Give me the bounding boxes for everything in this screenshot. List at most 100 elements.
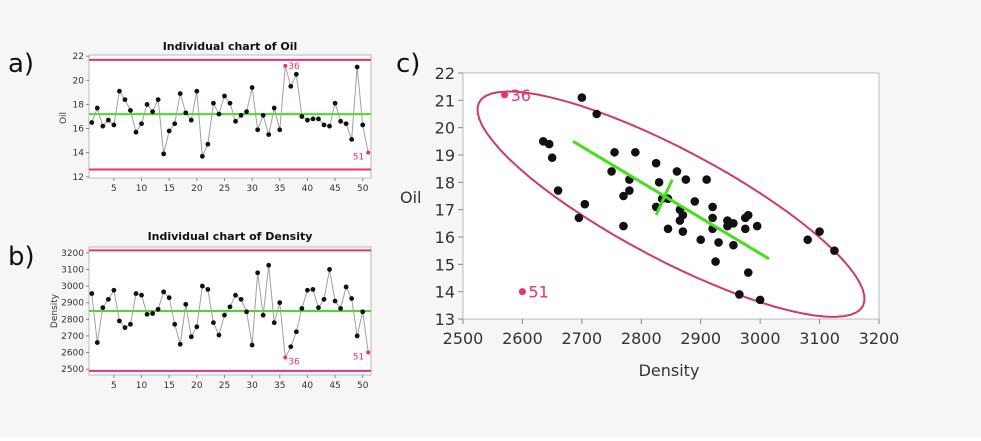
outlier-label: 36 [288,62,300,72]
data-point [271,105,277,111]
data-point [708,202,717,212]
x-tick-label: 5 [111,184,117,194]
data-point [678,227,688,236]
y-tick-label: 15 [435,255,455,274]
x-tick-label: 35 [274,381,285,391]
y-tick-label: 20 [73,76,85,86]
data-point [177,91,183,96]
density-oil-scatter: c) Oil Density 13 14 15 16 17 18 19 20 21 22 2500 2… [396,49,899,380]
x-tick-label: 2800 [621,329,662,348]
y-tick-label: 3000 [61,282,84,292]
data-point [222,93,227,99]
data-point [592,109,602,119]
data-point [260,312,266,318]
data-point [266,262,272,268]
data-point [227,304,233,310]
x-tick-label: 35 [274,184,285,194]
y-axis-label-density: Density [50,293,60,328]
data-point [343,121,349,127]
x-tick-label: 3200 [859,329,900,348]
y-tick-label: 17 [435,201,455,220]
y-tick-label: 14 [73,149,85,159]
data-point [183,110,189,116]
data-point [580,199,590,209]
data-point [244,309,249,315]
data-point [89,291,95,296]
data-point [255,270,261,276]
data-point [830,246,839,255]
data-point [577,93,587,102]
data-point [177,341,183,347]
data-point [327,123,332,129]
chart-title-oil: Individual chart of Oil [163,40,298,53]
data-point [150,109,155,115]
data-point [815,227,824,236]
data-point [349,137,355,142]
data-point [654,178,664,187]
density-individual-chart: b) Individual chart of Density Density 2… [8,230,372,391]
data-point [133,129,139,135]
data-point [803,235,812,245]
data-point [690,197,700,206]
data-point [100,123,106,129]
data-point [743,210,753,220]
x-tick-label: 2600 [502,329,543,348]
data-point [117,88,122,94]
data-point [199,283,205,289]
data-point [172,121,178,127]
data-point [227,100,233,106]
data-point [743,268,753,277]
oil-individual-chart: a) Individual chart of Oil Oil 12 14 16 18 2… [8,40,372,194]
data-point [574,213,584,223]
data-point [216,111,222,117]
data-point [199,153,205,159]
data-point [105,296,111,302]
data-point [681,175,691,184]
data-point [354,333,360,339]
data-point [696,235,706,245]
outlier-label: 51 [353,353,364,363]
principal-axis-line [572,140,770,261]
x-tick-label: 10 [136,381,148,391]
data-point [94,340,100,345]
data-point [293,71,299,77]
data-point [501,91,509,99]
data-point [111,287,117,293]
x-tick-label: 10 [136,184,148,194]
data-point [128,321,133,327]
data-point [321,122,327,128]
data-point [194,324,200,330]
data-point [752,221,762,231]
data-point [708,213,717,223]
data-point [672,167,682,176]
x-tick-label: 2700 [561,329,602,348]
data-point [161,151,167,157]
data-point [619,221,628,231]
data-point [144,102,150,107]
data-point [188,117,194,123]
data-point [338,118,343,124]
outlier-label: 36 [288,358,300,368]
data-point [316,305,321,311]
data-point [547,153,557,163]
y-tick-label: 2600 [61,349,84,359]
data-point [305,117,310,123]
data-point [194,88,200,94]
panel-label-c: c) [396,49,420,79]
data-point [316,116,321,122]
data-point [111,122,117,128]
data-point [122,325,128,331]
y-tick-label: 2500 [61,365,84,375]
data-point [366,150,371,155]
data-point [233,292,238,298]
y-tick-label: 13 [435,310,455,329]
x-tick-label: 25 [219,184,230,194]
data-point [166,295,172,301]
data-point [89,120,95,125]
data-point [166,128,172,134]
x-tick-label: 50 [357,184,369,194]
data-point [105,117,111,123]
y-tick-label: 18 [435,173,455,192]
x-tick-label: 45 [329,381,340,391]
x-tick-label: 15 [163,381,174,391]
